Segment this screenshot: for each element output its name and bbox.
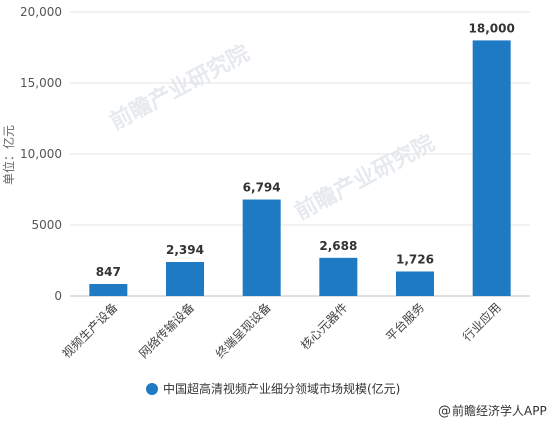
grid-layer: 0 5000 10,000 15,000 20,000 [20,5,530,303]
bar [396,271,434,296]
bar [319,257,358,296]
y-tick-label: 10,000 [20,147,62,161]
data-label: 2,394 [166,243,204,257]
bar [166,262,204,296]
x-tick-label: 终端呈现设备 [212,300,274,362]
labels-layer: 847 视频生产设备 2,394 网络传输设备 6,794 终端呈现设备 2,688 核心元器… [59,21,515,361]
bar [242,199,281,296]
watermark-text: 前瞻产业研究院 [106,40,254,135]
x-tick-label: 网络传输设备 [136,300,198,362]
data-label: 2,688 [319,239,357,253]
watermark-text: 前瞻产业研究院 [291,130,439,225]
x-tick-label: 视频生产设备 [59,300,121,362]
bar [472,40,511,297]
y-tick-label: 0 [54,289,62,303]
source-attribution: @ 前瞻经济学人APP [438,403,547,419]
watermark-layer: 前瞻产业研究院 前瞻产业研究院 [106,40,439,225]
bars-layer [89,40,511,297]
y-tick-label: 5000 [31,218,62,232]
source-text: 前瞻经济学人APP [452,403,547,418]
data-label: 6,794 [243,181,281,195]
y-tick-label: 15,000 [20,76,62,90]
bar [89,283,128,296]
source-icon: @ [438,404,451,419]
x-tick-label: 核心元器件 [298,300,350,352]
data-label: 18,000 [469,21,515,35]
x-tick-label: 行业应用 [459,300,504,345]
y-tick-label: 20,000 [20,5,62,19]
data-label: 1,726 [396,252,434,266]
y-axis-title: 单位：亿元 [1,125,16,185]
x-tick-label: 平台服务 [383,300,428,345]
legend[interactable]: 中国超高清视频产业细分领域市场规模(亿元) [146,381,400,396]
data-label: 847 [96,265,121,279]
legend-label: 中国超高清视频产业细分领域市场规模(亿元) [163,381,400,396]
legend-marker [146,383,158,395]
